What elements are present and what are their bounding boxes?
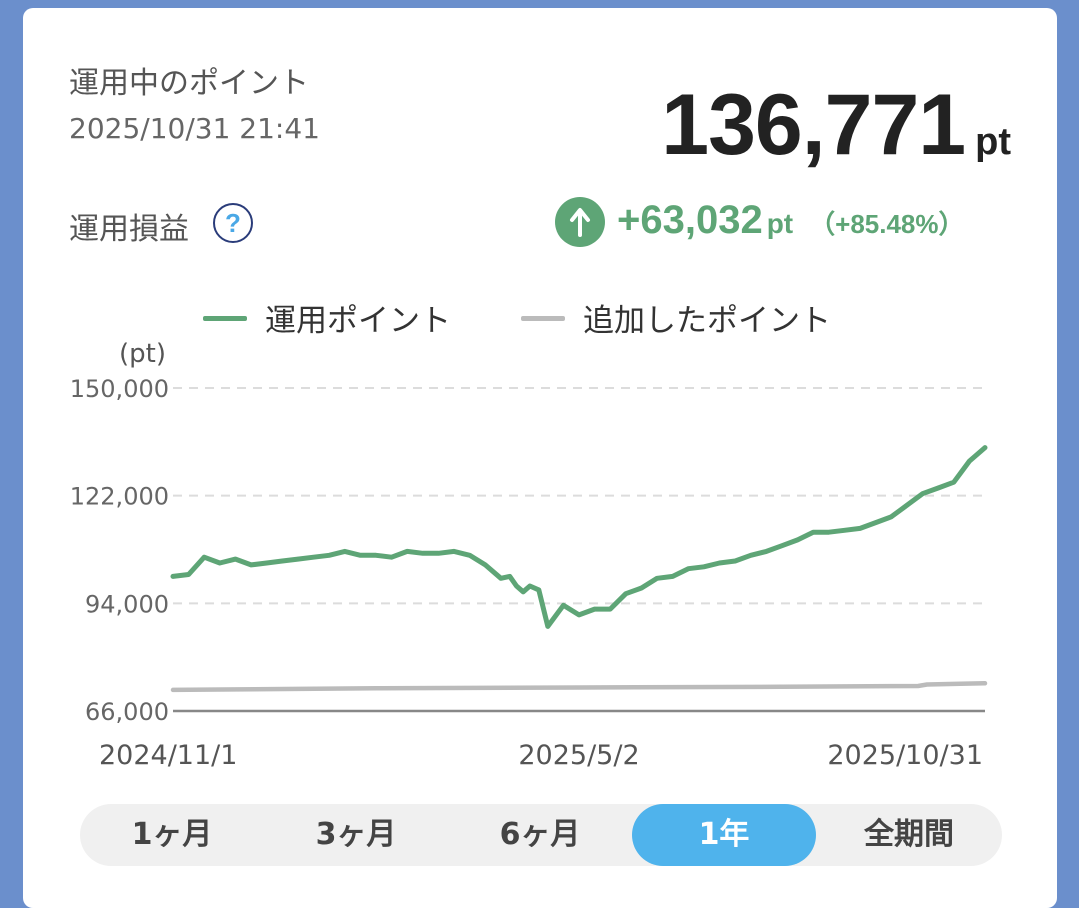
data-point-managed <box>342 549 347 554</box>
data-point-added <box>958 681 963 686</box>
timestamp: 2025/10/31 21:41 <box>69 112 320 145</box>
data-point-managed <box>389 554 394 560</box>
data-point-managed <box>186 572 191 577</box>
series-line-managed <box>170 445 988 629</box>
data-point-managed <box>373 553 379 558</box>
arrow-up-icon <box>555 197 605 247</box>
data-point-added <box>983 681 987 686</box>
profit-label: 運用損益 <box>69 212 189 247</box>
data-point-added <box>374 686 378 691</box>
data-point-managed <box>639 585 644 591</box>
data-point-managed <box>717 560 722 566</box>
legend-swatch-managed <box>203 316 247 321</box>
data-point-managed <box>982 445 988 450</box>
data-point-managed <box>873 520 878 525</box>
y-tick-label: 122,000 <box>70 483 169 511</box>
data-point-managed <box>826 529 832 535</box>
y-tick-label: 66,000 <box>85 698 169 726</box>
data-point-managed <box>592 606 597 612</box>
data-point-managed <box>951 480 956 485</box>
data-point-managed <box>514 583 519 589</box>
data-point-managed <box>405 549 410 554</box>
tab-6-months[interactable]: 6ヶ月 <box>499 817 581 852</box>
portfolio-card: 運用中のポイント 2025/10/31 21:41 136,771 pt 運用損益… <box>23 8 1057 908</box>
data-point-managed <box>483 562 488 568</box>
period-tabs: 1ヶ月 3ヶ月 6ヶ月 1年 全期間 <box>80 804 1002 866</box>
data-point-managed <box>967 458 972 464</box>
data-point-managed <box>842 528 847 533</box>
total-points: 136,771 pt <box>661 76 1011 175</box>
data-point-managed <box>654 576 660 581</box>
data-point-managed <box>748 553 753 558</box>
data-point-added <box>171 688 175 692</box>
data-point-managed <box>498 576 504 581</box>
data-point-managed <box>623 591 629 596</box>
data-point-added <box>916 684 920 688</box>
data-point-managed <box>217 560 223 566</box>
data-point-managed <box>764 549 769 554</box>
data-point-managed <box>701 564 707 570</box>
tab-1-month[interactable]: 1ヶ月 <box>131 817 213 852</box>
legend-label-managed: 運用ポイント <box>265 303 451 339</box>
total-points-unit: pt <box>975 121 1011 163</box>
data-point-managed <box>608 606 613 612</box>
page-title: 運用中のポイント <box>69 66 309 101</box>
data-point-managed <box>904 503 910 508</box>
legend-swatch-added <box>521 316 565 321</box>
data-point-managed <box>889 514 894 520</box>
profit-percent: （+85.48%） <box>809 209 965 239</box>
data-point-added <box>780 684 784 689</box>
data-point-managed <box>561 603 566 608</box>
x-tick-label: 2024/11/1 <box>99 740 237 771</box>
y-tick-label: 94,000 <box>85 590 169 618</box>
data-point-managed <box>811 529 816 535</box>
data-point-managed <box>935 485 941 491</box>
data-point-managed <box>795 537 800 543</box>
total-points-value: 136,771 <box>661 77 966 173</box>
profit-unit: pt <box>766 208 794 239</box>
data-point-managed <box>920 491 925 496</box>
data-point-managed <box>545 624 550 629</box>
data-point-managed <box>507 574 513 579</box>
data-point-added <box>925 682 929 687</box>
data-point-managed <box>527 583 533 589</box>
x-tick-label: 2025/5/2 <box>518 740 639 771</box>
series-line-added <box>170 681 988 693</box>
tab-3-months[interactable]: 3ヶ月 <box>315 817 397 852</box>
data-point-added <box>577 685 581 690</box>
y-axis-label: (pt) <box>119 339 166 369</box>
data-point-managed <box>311 554 316 560</box>
data-point-managed <box>420 551 426 556</box>
data-point-managed <box>280 558 285 564</box>
data-point-managed <box>686 566 691 571</box>
data-point-managed <box>670 574 675 579</box>
data-point-managed <box>264 560 269 566</box>
tab-all-period[interactable]: 全期間 <box>864 817 954 852</box>
data-point-managed <box>732 558 738 564</box>
data-point-managed <box>576 612 582 618</box>
data-point-managed <box>857 526 863 531</box>
legend-label-added: 追加したポイント <box>583 303 831 339</box>
x-tick-label: 2025/10/31 <box>827 740 983 771</box>
data-point-managed <box>170 574 176 579</box>
data-point-managed <box>233 556 238 562</box>
line-chart: (pt) 150,000 122,000 94,000 66,000 2024/11/1 2… <box>70 339 988 771</box>
data-point-managed <box>451 549 457 554</box>
data-point-managed <box>467 553 472 558</box>
data-point-managed <box>521 589 526 594</box>
data-point-managed <box>295 556 301 562</box>
question-icon[interactable]: ? <box>213 203 253 243</box>
y-tick-label: 150,000 <box>70 375 169 403</box>
data-point-managed <box>248 562 254 568</box>
profit-value: +63,032 <box>617 198 763 242</box>
data-point-managed <box>536 587 542 593</box>
tab-1-year[interactable]: 1年 <box>632 804 816 866</box>
data-point-managed <box>436 551 441 556</box>
data-point-managed <box>202 554 207 560</box>
data-point-managed <box>358 553 363 558</box>
data-point-managed <box>326 553 332 558</box>
profit-change: +63,032 pt （+85.48%） <box>617 198 965 243</box>
data-point-managed <box>779 543 785 548</box>
